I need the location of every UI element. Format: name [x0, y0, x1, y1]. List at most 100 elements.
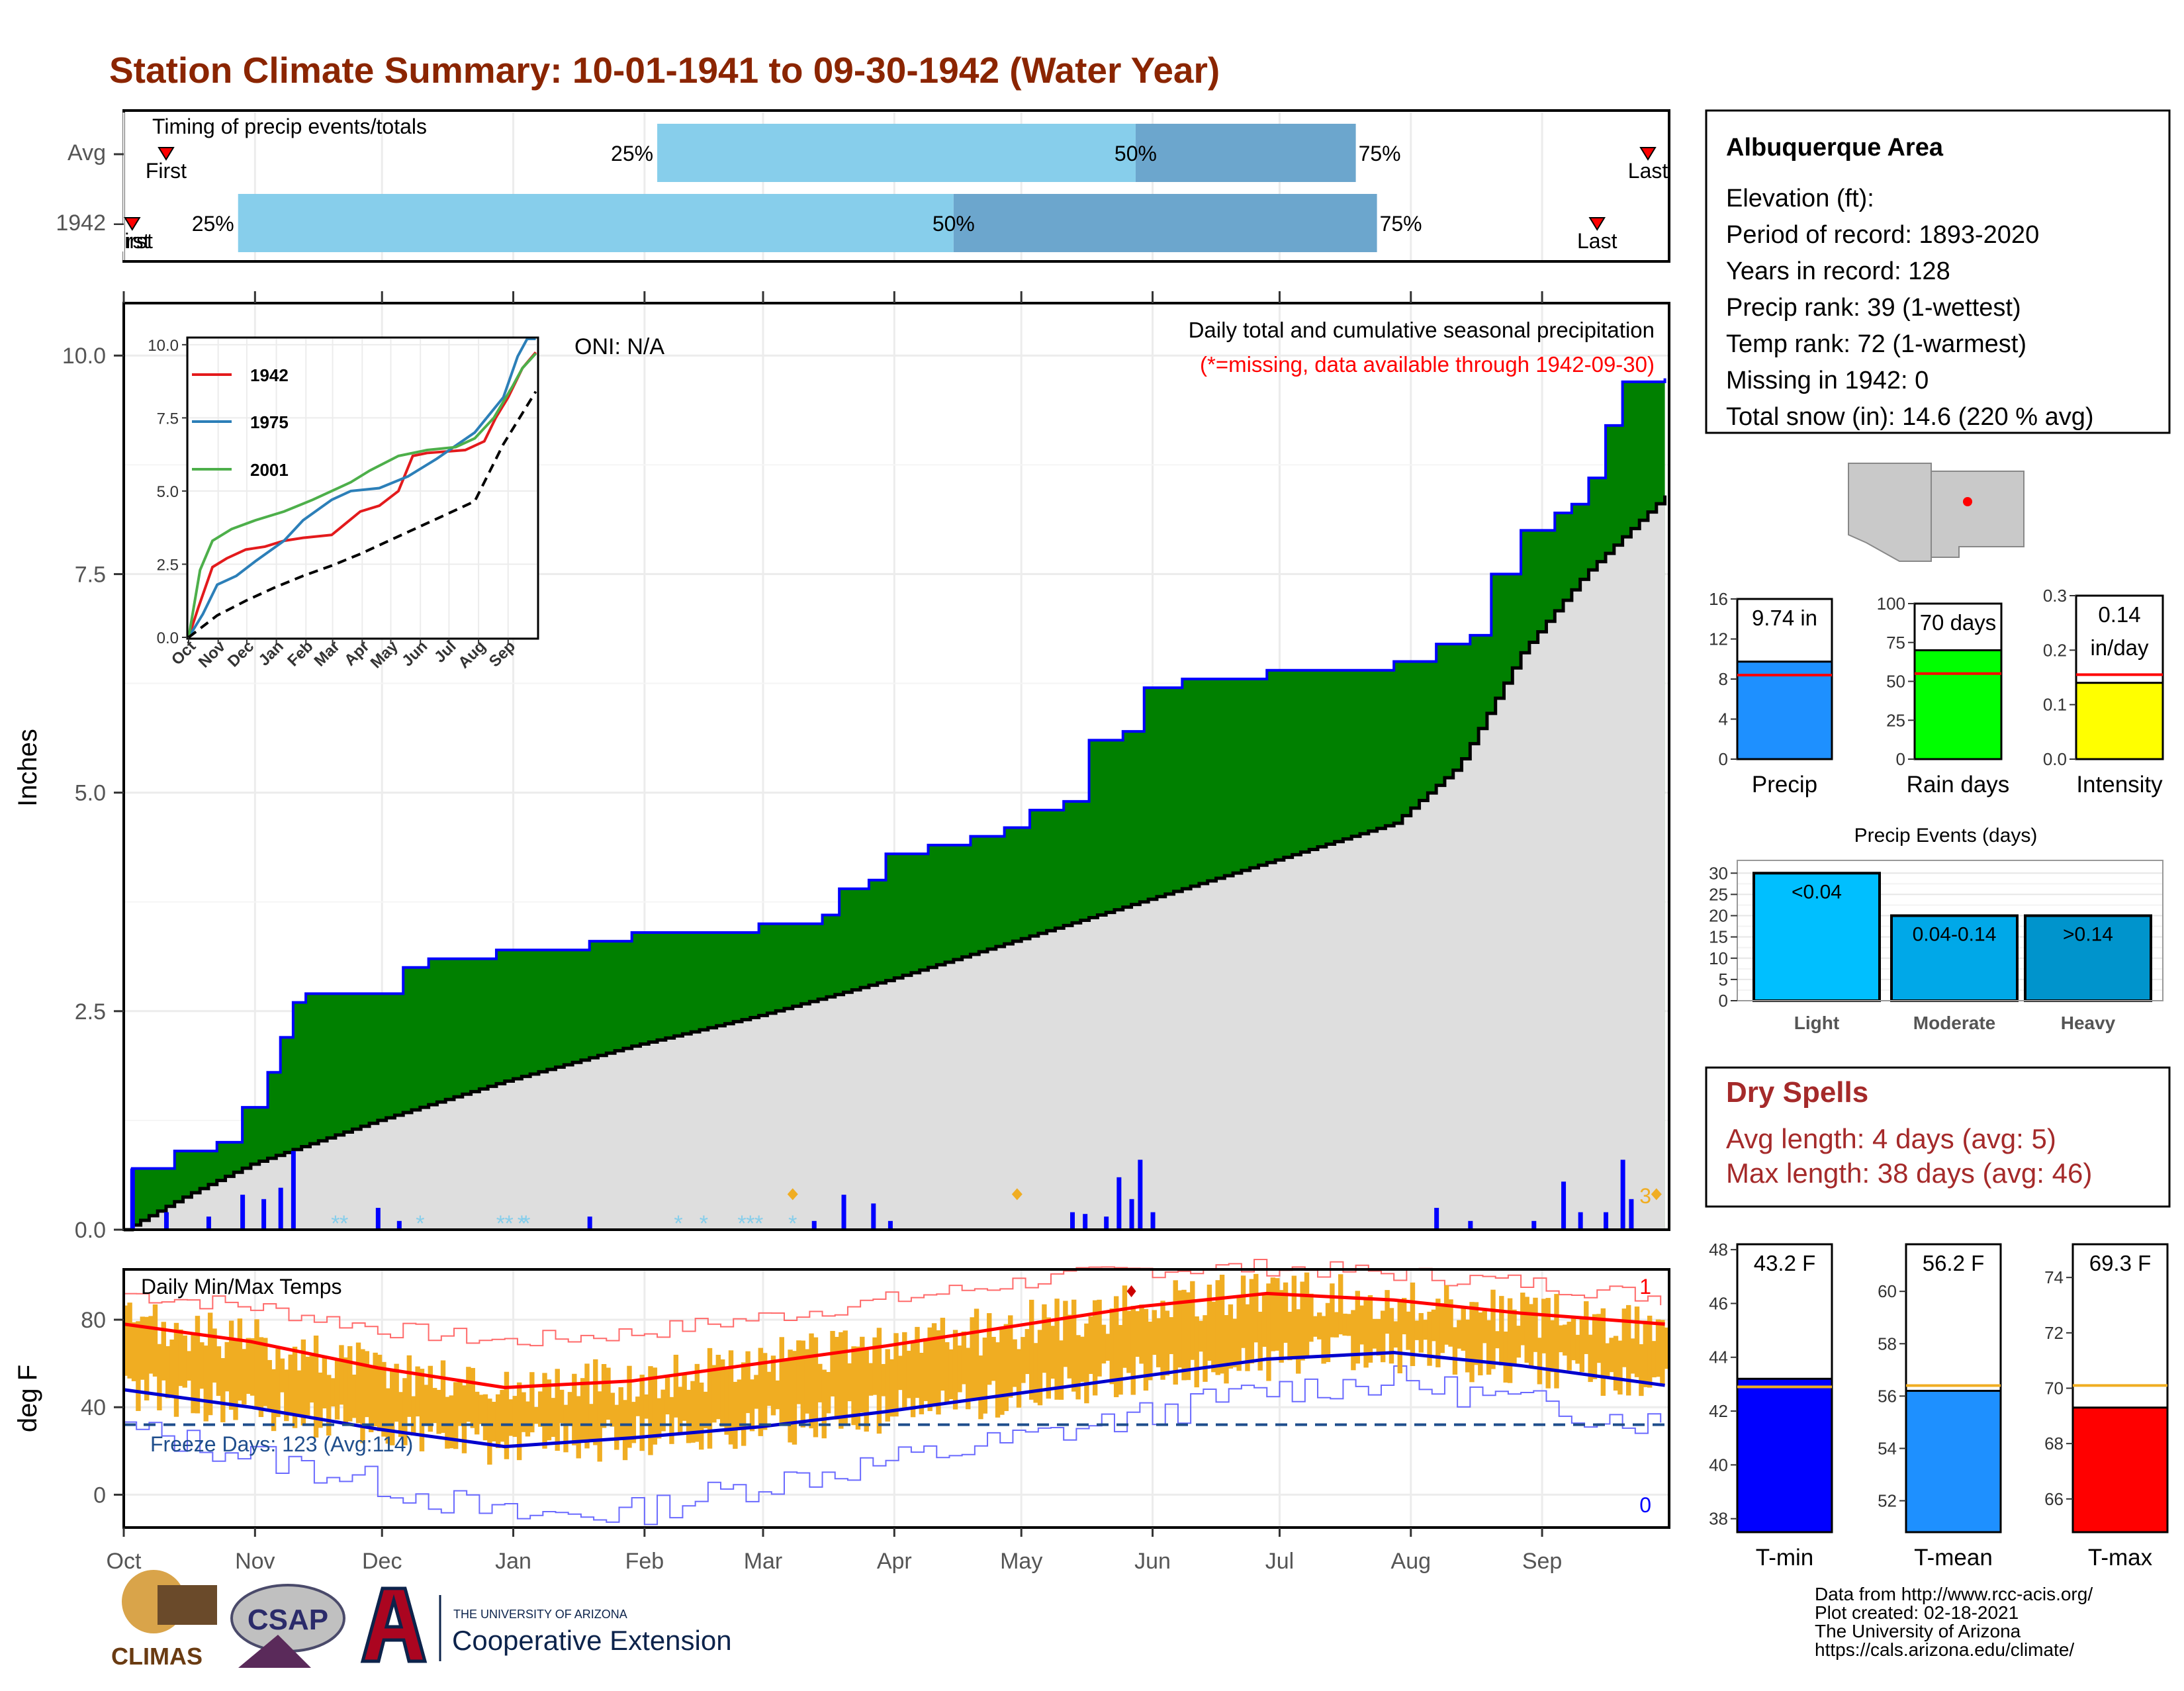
- daily-temp-bar: [1088, 1316, 1093, 1374]
- daily-temp-bar: [512, 1396, 518, 1438]
- daily-temp-bar: [1240, 1275, 1246, 1348]
- timing-bar-early: [238, 194, 954, 252]
- daily-temp-bar: [690, 1381, 696, 1443]
- timing-row-avg: Avg: [68, 140, 106, 165]
- daily-precip-bar: [1620, 1160, 1625, 1230]
- daily-temp-bar: [1630, 1338, 1635, 1374]
- intensity-value-label: 0.14: [2098, 602, 2140, 627]
- rain-days-y-tick-label: 100: [1877, 594, 1905, 614]
- daily-temp-bar: [169, 1339, 175, 1396]
- daily-temp-bar: [991, 1336, 996, 1381]
- legend-label-2001: 2001: [250, 460, 289, 480]
- daily-temp-bar: [885, 1349, 890, 1422]
- temp-tmax-chart: 66 68 70 72 74 69.3 F T-max: [2044, 1243, 2169, 1571]
- daily-temp-bar: [195, 1316, 201, 1414]
- daily-temp-bar: [228, 1320, 234, 1410]
- daily-temp-bar: [715, 1354, 721, 1420]
- daily-temp-bar: [390, 1369, 395, 1445]
- temp-tmax-y-tick-label: 70: [2044, 1379, 2064, 1398]
- daily-temp-bar: [703, 1391, 708, 1429]
- daily-temp-bar: [216, 1346, 222, 1396]
- daily-temp-bar: [178, 1329, 183, 1387]
- precip-total-y-tick-label: 4: [1719, 709, 1728, 729]
- daily-temp-bar: [1512, 1309, 1517, 1367]
- rain-days-y-tick-label: 25: [1886, 710, 1905, 730]
- daily-temp-bar: [576, 1396, 581, 1459]
- daily-temp-bar: [804, 1349, 810, 1414]
- daily-temp-bar: [254, 1319, 259, 1410]
- daily-precip-bar: [1150, 1212, 1156, 1230]
- temp-tmin-axis-label: T-min: [1756, 1545, 1814, 1571]
- daily-temp-bar: [1516, 1326, 1522, 1358]
- station-box: Albuquerque Area Elevation (ft): Period …: [1705, 109, 2171, 434]
- precip-panel: * * * * * ** * * * * * * 0.02.55.07.510.0 Inches ON…: [13, 291, 1670, 1243]
- daily-temp-bar: [639, 1375, 645, 1451]
- snow-star-icon: *: [505, 1211, 514, 1236]
- daily-temp-bar: [529, 1372, 535, 1433]
- daily-temp-bar: [500, 1390, 505, 1442]
- daily-temp-bar: [521, 1392, 526, 1432]
- daily-temp-bar: [733, 1381, 738, 1449]
- snow-star-icon: *: [700, 1211, 708, 1236]
- daily-temp-bar: [1503, 1331, 1508, 1383]
- daily-temp-bar: [830, 1330, 835, 1396]
- daily-temp-bar: [1461, 1306, 1466, 1351]
- daily-temp-bar: [825, 1371, 831, 1414]
- temp-tmean-y-tick-label: 52: [1878, 1491, 1897, 1511]
- timing-bar-early: [657, 124, 1136, 182]
- daily-temp-bar: [1490, 1289, 1496, 1369]
- daily-temp-bar: [533, 1406, 539, 1424]
- daily-temp-bar: [1537, 1338, 1543, 1385]
- page-title: Station Climate Summary: 10-01-1941 to 0…: [109, 50, 1220, 91]
- daily-temp-bar: [1363, 1298, 1369, 1368]
- avg-precip-area: [124, 495, 1665, 1230]
- daily-temp-bar: [1266, 1283, 1271, 1381]
- daily-temp-bar: [1549, 1320, 1555, 1373]
- daily-temp-bar: [1236, 1297, 1242, 1371]
- temp-tmax-y-tick-label: 74: [2044, 1267, 2064, 1287]
- precip-y-tick-label: 10.0: [62, 343, 106, 369]
- daily-temp-bar: [749, 1379, 755, 1432]
- daily-temp-bar: [373, 1352, 378, 1427]
- daily-temp-bar: [351, 1374, 357, 1418]
- timing-p50-label: 50%: [933, 212, 975, 236]
- rain-days-y-tick-label: 0: [1896, 749, 1905, 769]
- daily-temp-bar: [643, 1394, 649, 1419]
- daily-temp-bar: [673, 1354, 679, 1418]
- daily-temp-bar: [1033, 1343, 1038, 1403]
- daily-temp-bar: [1651, 1341, 1657, 1378]
- daily-temp-bar: [846, 1363, 852, 1402]
- daily-temp-bar: [1253, 1273, 1259, 1343]
- events-bar-label: 0.04-0.14: [1913, 924, 1997, 946]
- daily-temp-bar: [1380, 1310, 1386, 1363]
- daily-temp-bar: [1524, 1297, 1529, 1363]
- daily-temp-bar: [910, 1341, 916, 1418]
- daily-temp-bar: [1664, 1327, 1669, 1369]
- inset-chart: 0.02.55.07.510.0OctNovDecJanFebMarAprMay…: [148, 336, 539, 672]
- daily-temp-bar: [140, 1316, 145, 1380]
- daily-temp-bar: [1647, 1315, 1653, 1388]
- temp-tmin-chart: 38 40 42 44 46 48 43.2 F T-min: [1709, 1240, 1833, 1571]
- daily-temp-bar: [902, 1332, 907, 1410]
- daily-temp-bar: [1330, 1283, 1335, 1338]
- daily-temp-bar: [1211, 1301, 1216, 1373]
- daily-temp-bar: [1249, 1279, 1255, 1364]
- temp-panel: 0 40 80 Oct Nov Dec Jan Feb Mar Apr May Jun Jul Aug S…: [13, 1258, 1670, 1574]
- daily-temp-bar: [792, 1351, 797, 1445]
- daily-temp-bar: [948, 1349, 954, 1400]
- credit-line-4: https://cals.arizona.edu/climate/: [1815, 1639, 2074, 1660]
- daily-temp-bar: [1469, 1302, 1475, 1383]
- daily-precip-bar: [811, 1220, 817, 1230]
- timing-p25-label: 25%: [611, 142, 653, 165]
- daily-temp-bar: [355, 1342, 361, 1424]
- daily-temp-bar: [618, 1387, 623, 1439]
- daily-temp-bar: [851, 1346, 856, 1426]
- daily-temp-bar: [445, 1396, 450, 1449]
- daily-temp-bar: [491, 1402, 496, 1441]
- daily-temp-bar: [931, 1323, 937, 1407]
- legend-label-1975: 1975: [250, 412, 289, 432]
- daily-temp-bar: [1579, 1317, 1585, 1373]
- daily-temp-bar: [1224, 1314, 1229, 1384]
